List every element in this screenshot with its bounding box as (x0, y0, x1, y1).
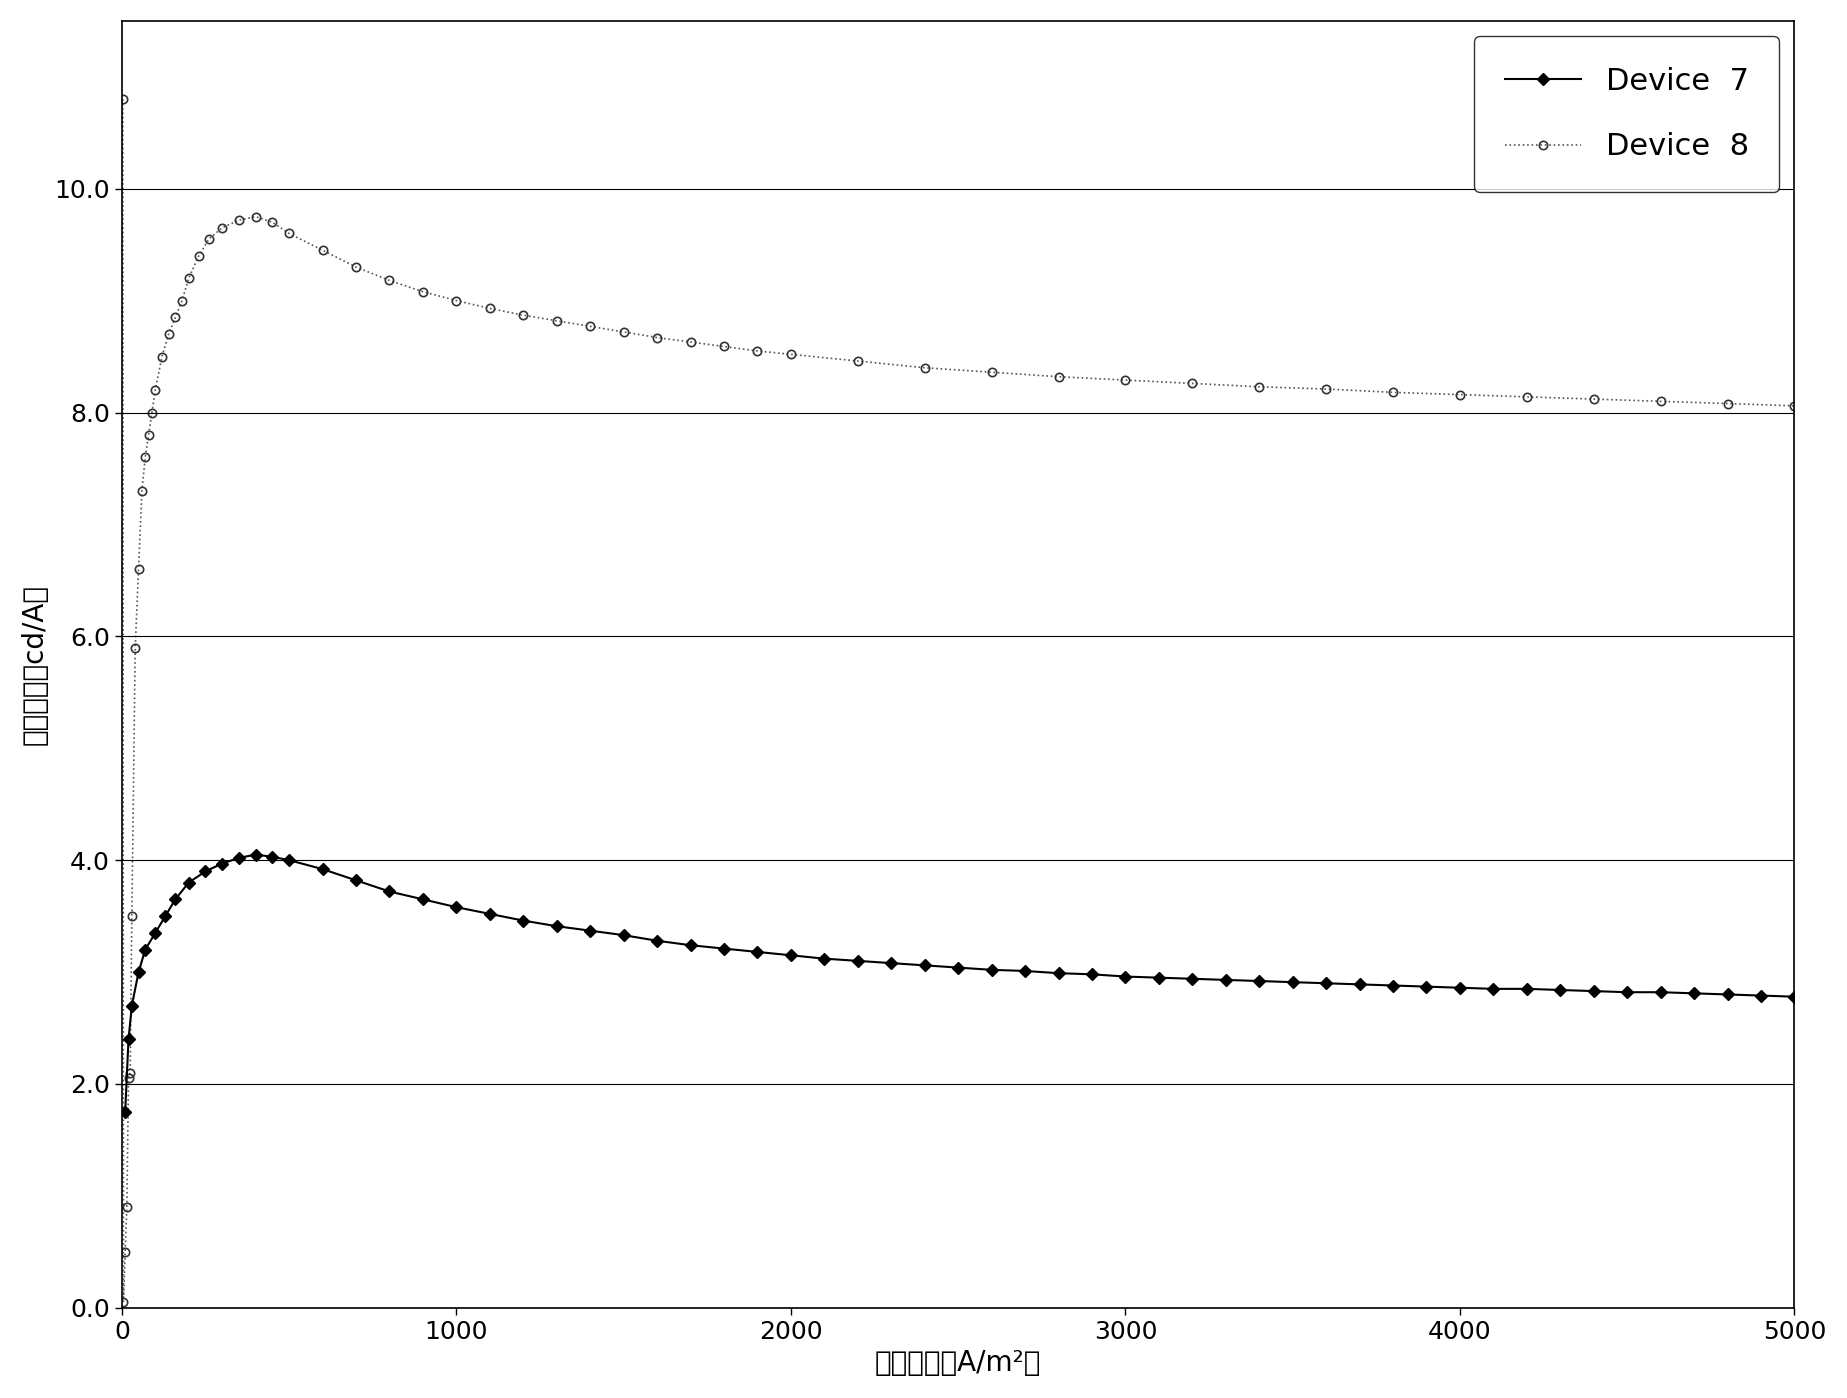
Device  7 (115, 1103, 137, 1120)
Device  8 (115, 1243, 137, 1260)
Legend: Device  7, Device  8: Device 7, Device 8 (1474, 36, 1779, 192)
Device  7 (512, 913, 534, 930)
Line: Device  8: Device 8 (118, 95, 1799, 1306)
Device  7 (244, 846, 266, 863)
Device  7 (345, 872, 368, 889)
Device  8 (512, 306, 534, 323)
Device  8 (680, 334, 702, 351)
Device  8 (113, 1293, 135, 1310)
Device  8 (981, 363, 1003, 380)
Y-axis label: 电流效率（cd/A）: 电流效率（cd/A） (20, 584, 48, 745)
Device  8 (111, 91, 133, 108)
Device  8 (211, 219, 233, 236)
Device  8 (1784, 397, 1806, 414)
Device  7 (211, 856, 233, 872)
Line: Device  7: Device 7 (122, 850, 1799, 1116)
Device  7 (1080, 966, 1103, 983)
Device  8 (613, 323, 635, 340)
X-axis label: 电流密度（A/m²）: 电流密度（A/m²） (875, 1349, 1042, 1377)
Device  7 (1784, 988, 1806, 1005)
Device  7 (478, 906, 501, 923)
Device  7 (412, 891, 434, 907)
